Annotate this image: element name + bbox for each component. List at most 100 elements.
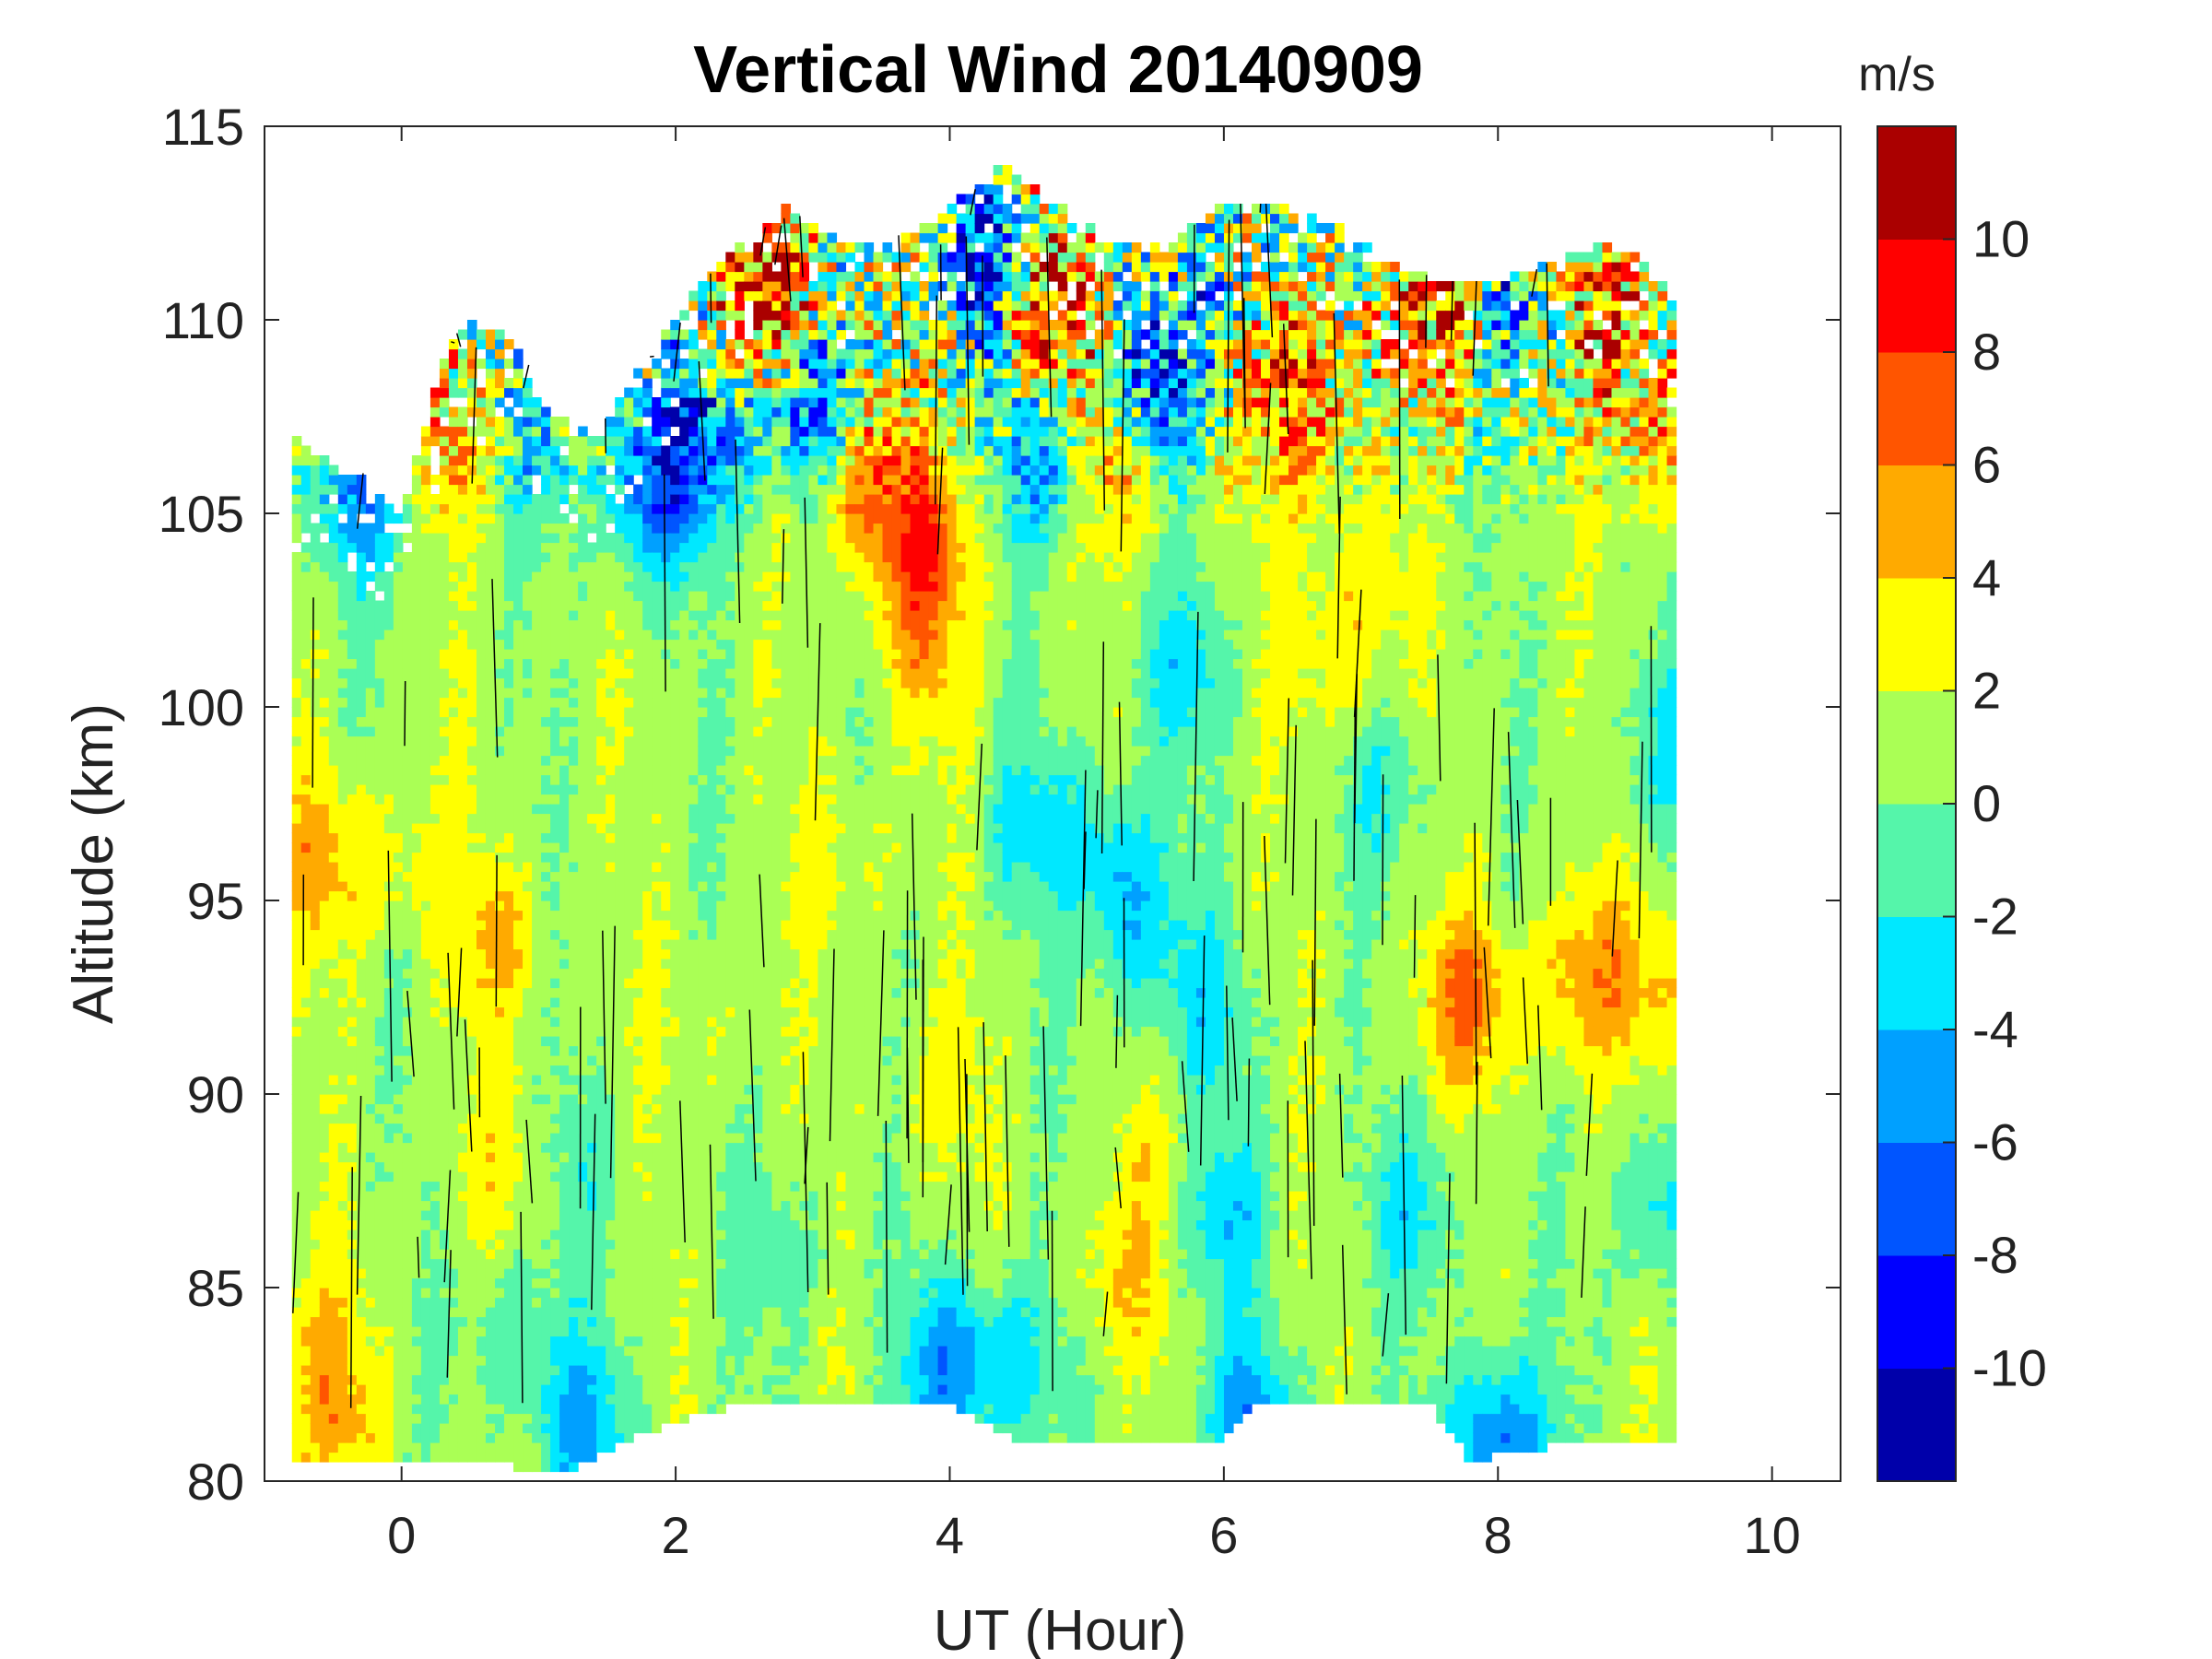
contour-cell (523, 1268, 533, 1279)
contour-cell (466, 832, 477, 843)
contour-cell (439, 697, 450, 708)
contour-cell (429, 948, 441, 959)
contour-cell (310, 697, 321, 708)
contour-cell (670, 784, 680, 795)
contour-cell (291, 1142, 302, 1153)
contour-cell (429, 900, 441, 912)
contour-cell (291, 1036, 302, 1047)
contour-cell (587, 1442, 597, 1453)
contour-cell (569, 1355, 579, 1366)
contour-cell (310, 1075, 321, 1086)
contour-cell (707, 619, 717, 630)
contour-cell (670, 948, 680, 959)
contour-cell (310, 755, 321, 766)
contour-cell (439, 1432, 450, 1443)
contour-cell (523, 610, 533, 621)
contour-cell (688, 871, 699, 882)
contour-cell (485, 658, 496, 669)
contour-cell (429, 688, 441, 699)
contour-cell (513, 746, 524, 757)
contour-cell (633, 368, 643, 379)
contour-cell (328, 774, 339, 785)
contour-cell (513, 910, 524, 921)
contour-cell (347, 794, 358, 805)
contour-cell (457, 1355, 468, 1366)
contour-cell (291, 755, 302, 766)
contour-cell (587, 619, 597, 630)
contour-cell (328, 939, 339, 950)
contour-cell (606, 503, 616, 514)
contour-cell (661, 1297, 671, 1308)
contour-cell (569, 948, 579, 959)
contour-cell (402, 503, 413, 514)
contour-cell (466, 1133, 477, 1144)
contour-cell (466, 1288, 477, 1299)
contour-cell (688, 1307, 699, 1318)
contour-cell (587, 513, 597, 524)
contour-cell (652, 881, 662, 892)
contour-cell (698, 1288, 708, 1299)
contour-cell (550, 1374, 560, 1385)
contour-cell (504, 677, 514, 688)
contour-cell (578, 1442, 588, 1453)
contour-cell (439, 1142, 450, 1153)
contour-cell (300, 852, 312, 863)
contour-cell (495, 397, 505, 408)
contour-cell (578, 1026, 588, 1037)
contour-cell (578, 1346, 588, 1357)
contour-cell (485, 997, 496, 1008)
contour-cell (291, 929, 302, 940)
contour-cell (596, 1258, 606, 1269)
contour-cell (550, 561, 560, 572)
contour-cell (569, 1288, 579, 1299)
contour-cell (661, 387, 671, 398)
contour-cell (485, 1200, 496, 1211)
contour-cell (356, 1210, 367, 1221)
contour-cell (670, 862, 680, 873)
contour-cell (661, 552, 671, 563)
contour-cell (642, 920, 653, 931)
contour-cell (374, 1045, 385, 1056)
contour-cell (670, 1036, 680, 1047)
contour-cell (578, 494, 588, 505)
contour-cell (485, 755, 496, 766)
contour-cell (716, 1346, 726, 1357)
contour-cell (642, 755, 653, 766)
contour-cell (291, 1094, 302, 1105)
contour-cell (606, 1219, 616, 1230)
contour-cell (679, 494, 689, 505)
contour-cell (383, 1307, 394, 1318)
contour-cell (688, 987, 699, 998)
contour-cell (495, 348, 505, 359)
contour-cell (495, 968, 505, 979)
contour-cell (457, 1268, 468, 1279)
contour-cell (513, 494, 524, 505)
contour-cell (420, 774, 431, 785)
contour-cell (513, 387, 524, 398)
contour-cell (670, 755, 680, 766)
contour-cell (642, 1297, 653, 1308)
contour-cell (688, 1384, 699, 1395)
contour-cell (411, 591, 422, 602)
contour-cell (504, 1113, 514, 1124)
contour-cell (420, 1094, 431, 1105)
contour-cell (365, 1036, 376, 1047)
contour-cell (642, 1113, 653, 1124)
contour-cell (513, 948, 524, 959)
contour-cell (411, 1036, 422, 1047)
contour-cell (439, 1316, 450, 1327)
contour-cell (550, 619, 560, 630)
contour-cell (347, 475, 358, 486)
contour-cell (661, 1365, 671, 1376)
contour-cell (495, 1413, 505, 1424)
contour-cell (466, 929, 477, 940)
contour-cell (559, 542, 570, 553)
contour-cell (559, 658, 570, 669)
contour-cell (374, 1268, 385, 1279)
contour-cell (615, 697, 625, 708)
contour-cell (356, 1152, 367, 1163)
contour-cell (596, 1288, 606, 1299)
contour-cell (615, 1045, 625, 1056)
contour-cell (688, 697, 699, 708)
contour-cell (402, 1355, 413, 1366)
